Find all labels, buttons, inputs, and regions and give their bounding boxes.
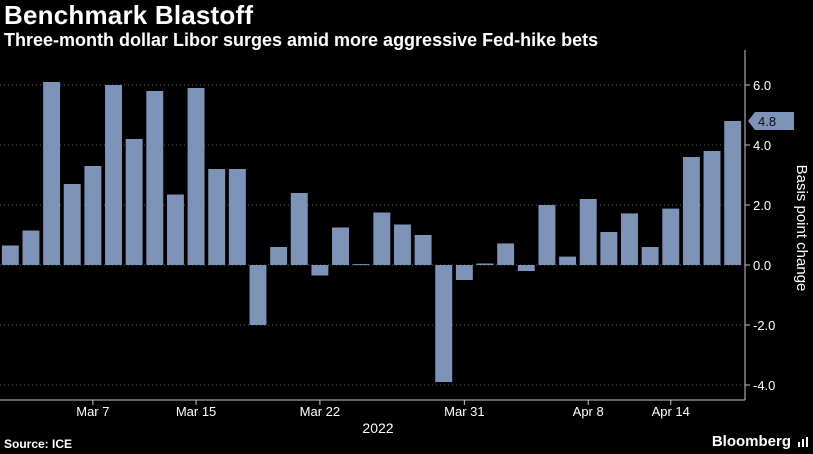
bar: [125, 139, 143, 265]
x-tick-label: Apr 8: [573, 404, 604, 419]
bar: [559, 256, 577, 265]
axes: -4.0 -2.0 0.0 2.0 4.0 6.0 Mar 7 Mar 15 Mar 22 Mar…: [0, 50, 794, 419]
y-tick-label: 0.0: [753, 258, 771, 273]
bar: [187, 88, 205, 265]
x-tick-label: Mar 7: [76, 404, 109, 419]
bloomberg-logo: Bloomberg: [711, 433, 791, 450]
bar: [352, 264, 370, 266]
x-tick-label: Mar 22: [300, 404, 340, 419]
bar: [435, 265, 453, 382]
bar: [84, 166, 102, 265]
last-value-label: 4.8: [758, 114, 776, 129]
bar: [538, 205, 556, 265]
y-tick-label: -4.0: [753, 378, 775, 393]
x-tick-label: Mar 15: [176, 404, 216, 419]
bar: [43, 82, 61, 265]
bar: [579, 199, 597, 265]
bar: [393, 224, 411, 265]
x-tick-label: Apr 14: [652, 404, 690, 419]
x-axis-label: 2022: [362, 420, 393, 436]
bar: [249, 265, 267, 325]
bar: [228, 169, 246, 265]
bar: [517, 265, 535, 271]
y-tick-label: -2.0: [753, 318, 775, 333]
source-note: Source: ICE: [4, 437, 73, 451]
last-value-callout: [748, 112, 794, 130]
bar: [724, 121, 742, 265]
bar: [146, 91, 164, 265]
bars: [1, 82, 742, 382]
y-tick-label: 4.0: [753, 138, 771, 153]
bar: [311, 265, 329, 276]
bar: [208, 169, 226, 265]
x-tick-label: Mar 31: [444, 404, 484, 419]
bar: [105, 85, 122, 265]
bar: [476, 263, 494, 265]
bloomberg-terminal-icon: [798, 437, 808, 447]
bar: [63, 184, 81, 265]
bar: [22, 230, 40, 265]
bar: [290, 193, 308, 265]
bar: [641, 247, 659, 265]
bar: [414, 235, 432, 265]
bar: [373, 212, 391, 265]
bar: [1, 245, 19, 265]
bar: [621, 213, 638, 265]
bar: [600, 232, 618, 265]
bar: [497, 243, 515, 265]
y-tick-label: 6.0: [753, 78, 771, 93]
bar: [455, 265, 473, 280]
bar: [662, 208, 680, 265]
y-tick-label: 2.0: [753, 198, 771, 213]
bar: [332, 227, 350, 265]
chart-title: Benchmark Blastoff: [4, 0, 254, 30]
bar: [703, 151, 721, 265]
chart-subtitle: Three-month dollar Libor surges amid mor…: [4, 30, 599, 50]
bar: [270, 247, 288, 265]
bar: [682, 157, 700, 265]
y-axis-label: Basis point change: [793, 165, 810, 292]
bar: [166, 194, 184, 265]
